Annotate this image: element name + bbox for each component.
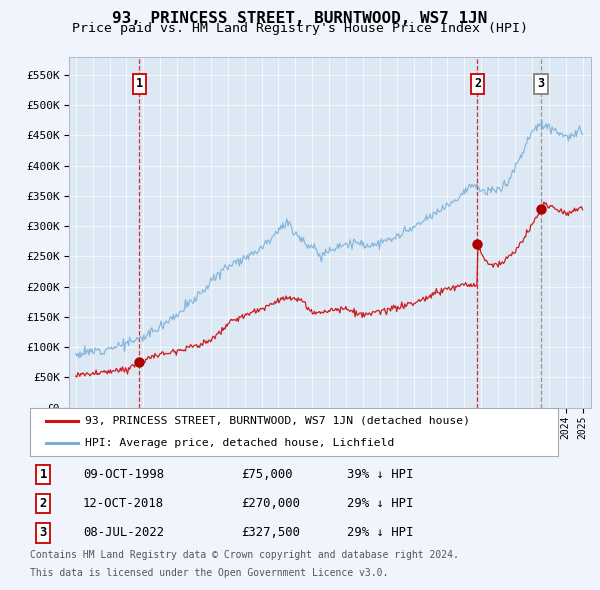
- Text: HPI: Average price, detached house, Lichfield: HPI: Average price, detached house, Lich…: [85, 438, 395, 448]
- Text: 09-OCT-1998: 09-OCT-1998: [83, 468, 164, 481]
- Text: Price paid vs. HM Land Registry's House Price Index (HPI): Price paid vs. HM Land Registry's House …: [72, 22, 528, 35]
- Text: Contains HM Land Registry data © Crown copyright and database right 2024.: Contains HM Land Registry data © Crown c…: [30, 550, 459, 560]
- Text: 08-JUL-2022: 08-JUL-2022: [83, 526, 164, 539]
- Text: 29% ↓ HPI: 29% ↓ HPI: [347, 526, 413, 539]
- Text: £75,000: £75,000: [241, 468, 293, 481]
- Text: 1: 1: [40, 468, 47, 481]
- Text: 3: 3: [537, 77, 544, 90]
- Text: This data is licensed under the Open Government Licence v3.0.: This data is licensed under the Open Gov…: [30, 568, 388, 578]
- Text: 3: 3: [40, 526, 47, 539]
- Text: 93, PRINCESS STREET, BURNTWOOD, WS7 1JN: 93, PRINCESS STREET, BURNTWOOD, WS7 1JN: [112, 11, 488, 25]
- Text: 93, PRINCESS STREET, BURNTWOOD, WS7 1JN (detached house): 93, PRINCESS STREET, BURNTWOOD, WS7 1JN …: [85, 416, 470, 426]
- Text: £270,000: £270,000: [241, 497, 300, 510]
- Text: 1: 1: [136, 77, 143, 90]
- Text: 12-OCT-2018: 12-OCT-2018: [83, 497, 164, 510]
- Text: 39% ↓ HPI: 39% ↓ HPI: [347, 468, 413, 481]
- Text: £327,500: £327,500: [241, 526, 300, 539]
- Text: 2: 2: [474, 77, 481, 90]
- Text: 2: 2: [40, 497, 47, 510]
- Text: 29% ↓ HPI: 29% ↓ HPI: [347, 497, 413, 510]
